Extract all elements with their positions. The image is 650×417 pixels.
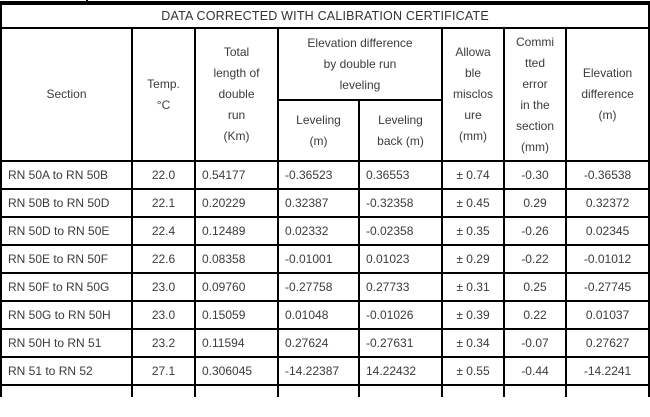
cell-section: RN 50G to RN 50H bbox=[0, 300, 133, 330]
cell-leveling: -0.27758 bbox=[277, 272, 360, 302]
col-header-total-length: Total length of double run (Km) bbox=[194, 27, 279, 162]
cell-leveling: 0.27624 bbox=[277, 328, 360, 358]
cell-allowable-misclosure: ± 0.29 bbox=[441, 244, 505, 274]
cell-elevation-difference: 0.02345 bbox=[564, 216, 650, 246]
cell-leveling-back: 0.36553 bbox=[358, 160, 443, 190]
cell-section: RN 51 to RN 52 bbox=[0, 356, 133, 386]
cropped-partial-row bbox=[0, 384, 650, 397]
cell-section: RN 50A to RN 50B bbox=[0, 160, 133, 190]
cell-elevation-difference: 0.32372 bbox=[564, 188, 650, 218]
cell-temp: 23.0 bbox=[131, 272, 196, 302]
cell-committed-error: -0.26 bbox=[503, 216, 567, 246]
col-header-temp: Temp. °C bbox=[131, 27, 196, 162]
col-header-elevation-group: Elevation difference by double run level… bbox=[277, 27, 443, 101]
cell-temp: 22.6 bbox=[131, 244, 196, 274]
cell-leveling-back: -0.01026 bbox=[358, 300, 443, 330]
cell-leveling: 0.02332 bbox=[277, 216, 360, 246]
cell-elevation-difference: 0.01037 bbox=[564, 300, 650, 330]
table-row: RN 50E to RN 50F 22.6 0.08358 -0.01001 0… bbox=[0, 244, 650, 274]
cell-elevation-difference: -0.36538 bbox=[564, 160, 650, 190]
table-row: RN 50D to RN 50E 22.4 0.12489 0.02332 -0… bbox=[0, 216, 650, 246]
cell-committed-error: 0.25 bbox=[503, 272, 567, 302]
cell-section: RN 50F to RN 50G bbox=[0, 272, 133, 302]
cell-temp: 23.2 bbox=[131, 328, 196, 358]
table-row: RN 50B to RN 50D 22.1 0.20229 0.32387 -0… bbox=[0, 188, 650, 218]
cell-total-length: 0.54177 bbox=[194, 160, 279, 190]
cell-temp: 22.0 bbox=[131, 160, 196, 190]
cell-leveling-back: 0.01023 bbox=[358, 244, 443, 274]
table-row: RN 50A to RN 50B 22.0 0.54177 -0.36523 0… bbox=[0, 160, 650, 190]
cell-leveling-back: -0.02358 bbox=[358, 216, 443, 246]
col-header-section: Section bbox=[0, 27, 133, 162]
header-row-sub: Leveling (m) Leveling back (m) bbox=[1, 99, 649, 162]
cell-allowable-misclosure: ± 0.34 bbox=[441, 328, 505, 358]
cell-leveling-back: 0.27733 bbox=[358, 272, 443, 302]
cell-leveling-back: -0.27631 bbox=[358, 328, 443, 358]
table-title: DATA CORRECTED WITH CALIBRATION CERTIFIC… bbox=[0, 1, 650, 29]
cell-temp: 22.1 bbox=[131, 188, 196, 218]
cell-leveling: 0.01048 bbox=[277, 300, 360, 330]
cell-total-length: 0.15059 bbox=[194, 300, 279, 330]
cell-committed-error: 0.29 bbox=[503, 188, 567, 218]
cell-section: RN 50H to RN 51 bbox=[0, 328, 133, 358]
cell-allowable-misclosure: ± 0.55 bbox=[441, 356, 505, 386]
cell-total-length: 0.12489 bbox=[194, 216, 279, 246]
cell-leveling-back: 14.22432 bbox=[358, 356, 443, 386]
cell-allowable-misclosure: ± 0.39 bbox=[441, 300, 505, 330]
cell-elevation-difference: -0.27745 bbox=[564, 272, 650, 302]
cell-section: RN 50D to RN 50E bbox=[0, 216, 133, 246]
calibration-data-table: DATA CORRECTED WITH CALIBRATION CERTIFIC… bbox=[0, 1, 650, 397]
cell-temp: 22.4 bbox=[131, 216, 196, 246]
cell-allowable-misclosure: ± 0.74 bbox=[441, 160, 505, 190]
cell-committed-error: -0.22 bbox=[503, 244, 567, 274]
col-header-leveling: Leveling (m) bbox=[277, 99, 360, 162]
cell-elevation-difference: -0.01012 bbox=[564, 244, 650, 274]
cell-total-length: 0.09760 bbox=[194, 272, 279, 302]
cell-temp: 27.1 bbox=[131, 356, 196, 386]
cropped-gridline-tick bbox=[86, 0, 88, 4]
cell-total-length: 0.11594 bbox=[194, 328, 279, 358]
col-header-allowable-misclosure: Allowa ble misclos ure (mm) bbox=[441, 27, 505, 162]
title-row: DATA CORRECTED WITH CALIBRATION CERTIFIC… bbox=[0, 1, 650, 29]
cell-section: RN 50B to RN 50D bbox=[0, 188, 133, 218]
cell-leveling: -14.22387 bbox=[277, 356, 360, 386]
cell-allowable-misclosure: ± 0.31 bbox=[441, 272, 505, 302]
table-row: RN 50G to RN 50H 23.0 0.15059 0.01048 -0… bbox=[0, 300, 650, 330]
cell-allowable-misclosure: ± 0.35 bbox=[441, 216, 505, 246]
cell-allowable-misclosure: ± 0.45 bbox=[441, 188, 505, 218]
cell-committed-error: -0.07 bbox=[503, 328, 567, 358]
cell-leveling: -0.01001 bbox=[277, 244, 360, 274]
cell-total-length: 0.20229 bbox=[194, 188, 279, 218]
cell-leveling: 0.32387 bbox=[277, 188, 360, 218]
cell-temp: 23.0 bbox=[131, 300, 196, 330]
cell-committed-error: -0.30 bbox=[503, 160, 567, 190]
cell-leveling: -0.36523 bbox=[277, 160, 360, 190]
table-row: RN 51 to RN 52 27.1 0.306045 -14.22387 1… bbox=[0, 356, 650, 386]
cell-committed-error: -0.44 bbox=[503, 356, 567, 386]
cell-elevation-difference: 0.27627 bbox=[564, 328, 650, 358]
header-row-top: Section Temp. °C Total length of double … bbox=[0, 27, 650, 162]
cell-section: RN 50E to RN 50F bbox=[0, 244, 133, 274]
col-header-elevation-difference: Elevation difference (m) bbox=[564, 27, 650, 162]
cell-total-length: 0.306045 bbox=[194, 356, 279, 386]
cell-leveling-back: -0.32358 bbox=[358, 188, 443, 218]
col-header-leveling-back: Leveling back (m) bbox=[358, 99, 443, 162]
cell-total-length: 0.08358 bbox=[194, 244, 279, 274]
table-row: RN 50F to RN 50G 23.0 0.09760 -0.27758 0… bbox=[0, 272, 650, 302]
table-row: RN 50H to RN 51 23.2 0.11594 0.27624 -0.… bbox=[0, 328, 650, 358]
cell-elevation-difference: -14.2241 bbox=[564, 356, 650, 386]
col-header-committed-error: Commi tted error in the section (mm) bbox=[503, 27, 567, 162]
cell-committed-error: 0.22 bbox=[503, 300, 567, 330]
